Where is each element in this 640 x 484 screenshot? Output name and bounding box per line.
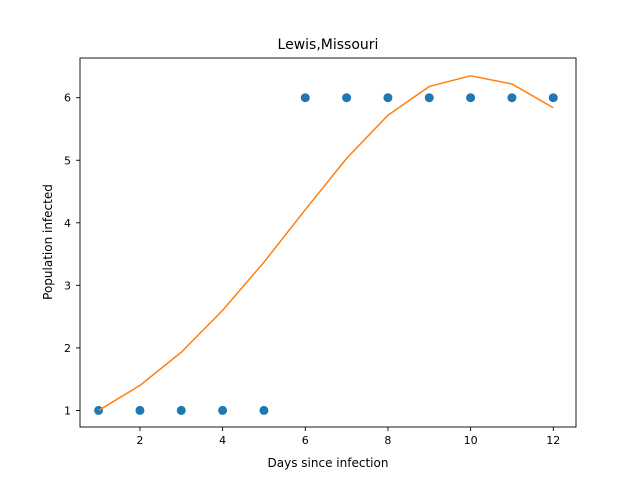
data-point <box>176 405 186 415</box>
data-point <box>424 93 434 103</box>
x-tick-label: 2 <box>136 434 143 447</box>
x-tick-label: 4 <box>219 434 226 447</box>
data-point <box>300 93 310 103</box>
data-point <box>342 93 352 103</box>
x-tick-label: 10 <box>464 434 478 447</box>
data-point <box>218 405 228 415</box>
y-tick-label: 1 <box>64 404 71 417</box>
x-tick-label: 6 <box>302 434 309 447</box>
data-point <box>507 93 517 103</box>
y-tick-label: 4 <box>64 217 71 230</box>
x-tick-label: 12 <box>546 434 560 447</box>
data-point <box>259 405 269 415</box>
plot-frame <box>79 57 577 428</box>
y-tick-label: 3 <box>64 279 71 292</box>
x-axis-label: Days since infection <box>268 456 389 470</box>
data-point <box>135 405 145 415</box>
y-tick-label: 5 <box>64 154 71 167</box>
y-tick-label: 6 <box>64 92 71 105</box>
data-point <box>383 93 393 103</box>
data-point <box>548 93 558 103</box>
chart-title: Lewis,Missouri <box>278 37 379 53</box>
y-axis-label: Population infected <box>41 184 55 300</box>
fit-line <box>98 75 554 412</box>
x-tick-label: 8 <box>384 434 391 447</box>
data-point <box>466 93 476 103</box>
y-tick-label: 2 <box>64 342 71 355</box>
